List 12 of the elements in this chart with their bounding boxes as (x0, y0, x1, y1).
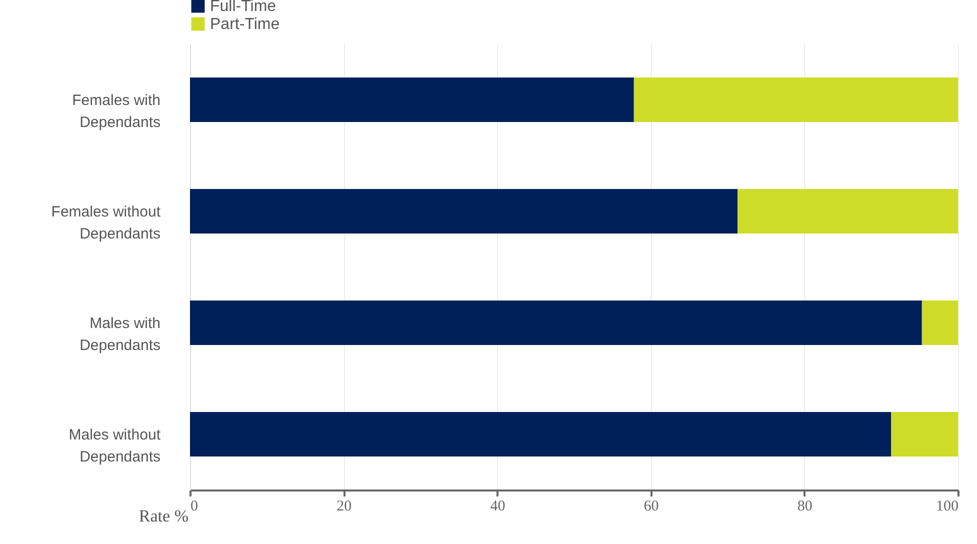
x-tick-label: 80 (797, 498, 812, 514)
x-axis-title: Rate % (138, 506, 188, 526)
x-tick-label: 60 (644, 498, 659, 514)
legend-label: Part-Time (210, 16, 280, 33)
y-tick-label: Females without Dependants (51, 203, 162, 242)
x-tick-label: 100 (936, 498, 958, 514)
y-tick-label: Males without Dependants (68, 426, 162, 466)
x-tick-label: 20 (336, 498, 352, 514)
y-tick-label: Females with Dependants (72, 92, 160, 131)
x-tick-label: 40 (490, 498, 506, 514)
y-tick-label: Males with Dependants (80, 314, 160, 354)
x-tick-label: 0 (190, 498, 198, 514)
